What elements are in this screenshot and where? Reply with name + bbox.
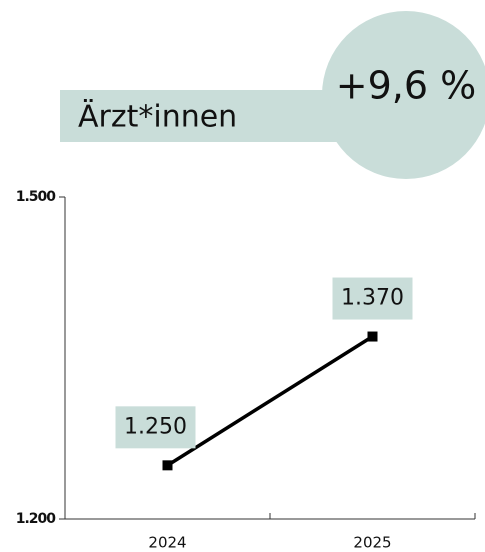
annotation-circle (322, 11, 485, 179)
annotation: +9,6 % (336, 64, 476, 108)
value-label-box (115, 406, 196, 449)
y-tick-label: 1.200 (16, 511, 57, 527)
x-tick-label: 2024 (148, 534, 186, 552)
value-label: 1.250 (124, 414, 187, 439)
marker (367, 331, 378, 342)
value-label: 1.370 (341, 286, 404, 311)
x-tick-label: 2025 (353, 534, 391, 552)
marker (162, 460, 173, 471)
title-banner (60, 90, 340, 142)
y-tick-label: 1.500 (16, 189, 57, 205)
value-label-box (332, 277, 413, 320)
line (166, 335, 374, 467)
chart-title: Ärzt*innen (78, 99, 237, 135)
